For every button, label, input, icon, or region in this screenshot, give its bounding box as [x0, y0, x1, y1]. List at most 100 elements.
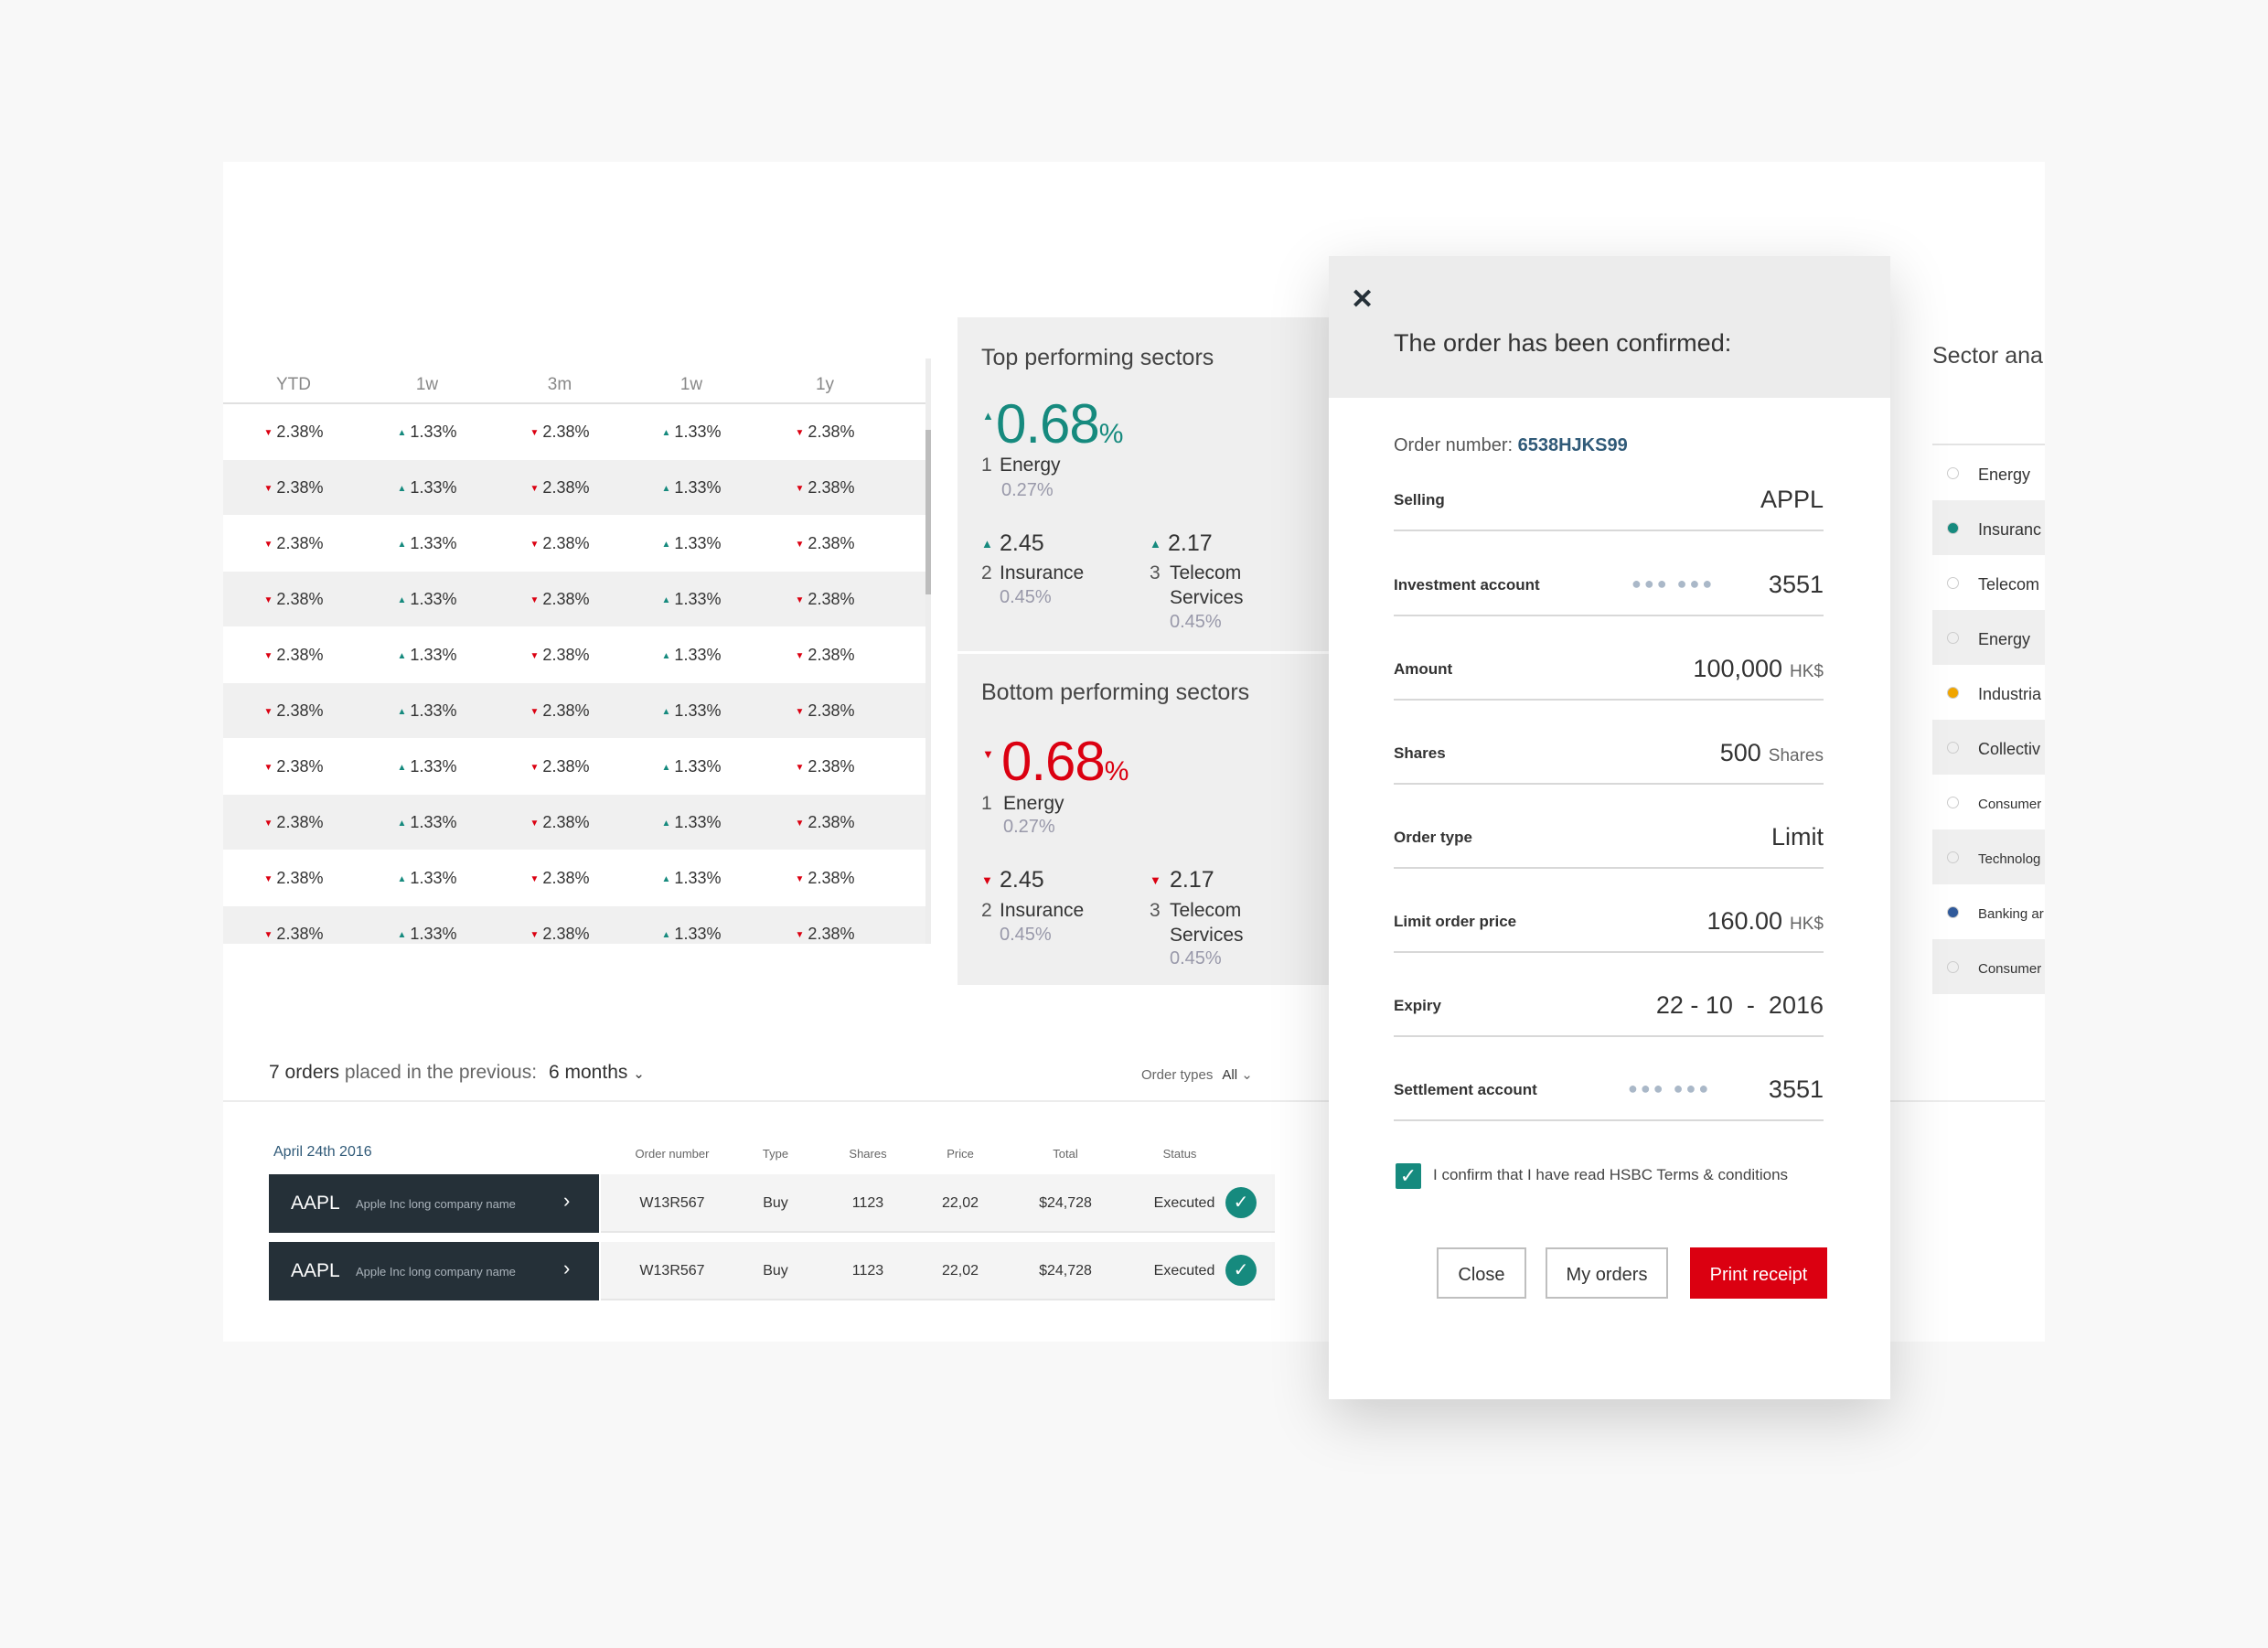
order-ticker[interactable]: AAPL Apple Inc long company name › — [269, 1242, 599, 1300]
radio-icon[interactable] — [1947, 632, 1959, 644]
sector-name[interactable]: Telecom — [1170, 562, 1242, 583]
sector-name[interactable]: Insurance — [1000, 562, 1085, 583]
order-price: 22,02 — [941, 1263, 979, 1279]
orders-column-header: Type — [762, 1147, 789, 1161]
sector-analysis-label: Industria — [1978, 685, 2042, 703]
performance-cell: 2.38% — [796, 869, 854, 888]
period-dropdown[interactable]: 6 months ⌄ — [549, 1062, 645, 1083]
order-price: 22,02 — [941, 1195, 979, 1211]
up-arrow-icon: ▲ — [982, 409, 994, 423]
field-limit-order-price: Limit order price 160.00 HK$ — [1394, 867, 1824, 953]
radio-icon[interactable] — [1947, 577, 1959, 589]
sector-analysis-item[interactable]: Consumer — [1932, 939, 2045, 994]
sector-analysis-item[interactable]: Telecom — [1932, 555, 2045, 610]
order-number: W13R567 — [639, 1263, 705, 1279]
order-ticker[interactable]: AAPL Apple Inc long company name › — [269, 1174, 599, 1233]
performance-cell: 2.38% — [264, 701, 323, 721]
order-total: $24,728 — [1039, 1195, 1092, 1211]
order-type: Buy — [763, 1263, 788, 1279]
table-row[interactable]: 2.38% 1.33% 2.38% 1.33% 2.38% — [223, 460, 929, 515]
performance-cell: 2.38% — [530, 478, 589, 498]
radio-icon[interactable] — [1947, 961, 1959, 973]
section-title: Bottom performing sectors — [981, 680, 1250, 705]
table-row[interactable]: 2.38% 1.33% 2.38% 1.33% 2.38% — [223, 572, 929, 626]
ticker-symbol: AAPL — [291, 1260, 340, 1281]
radio-icon[interactable] — [1947, 467, 1959, 479]
sector-rank: 1 — [981, 455, 992, 476]
table-row[interactable]: 2.38% 1.33% 2.38% 1.33% 2.38% — [223, 683, 929, 738]
radio-icon[interactable] — [1947, 687, 1959, 699]
table-scrollbar-thumb[interactable] — [925, 430, 931, 594]
sector-analysis-item[interactable]: Technolog — [1932, 829, 2045, 884]
sector-analysis-item[interactable]: Insuranc — [1932, 500, 2045, 555]
performance-cell: 1.33% — [662, 925, 721, 944]
table-row[interactable]: 2.38% 1.33% 2.38% 1.33% 2.38% — [223, 627, 929, 682]
close-button[interactable]: Close — [1437, 1247, 1526, 1299]
sector-analysis-item[interactable]: Consumer — [1932, 775, 2045, 829]
sector-analysis-item[interactable]: Collectiv — [1932, 720, 2045, 775]
column-header[interactable]: 1y — [815, 375, 835, 394]
radio-icon[interactable] — [1947, 906, 1959, 918]
field-value: Limit — [1771, 823, 1824, 851]
table-row[interactable]: 2.38% 1.33% 2.38% 1.33% 2.38% — [223, 795, 929, 850]
sector-analysis-label: Energy — [1978, 630, 2031, 648]
chevron-down-icon: ⌄ — [1241, 1067, 1253, 1083]
performance-cell: 2.38% — [796, 534, 854, 553]
sector-change: 0.45% — [1170, 948, 1222, 968]
table-row[interactable]: 2.38% 1.33% 2.38% 1.33% 2.38% — [223, 739, 929, 794]
orders-summary: 7 orders placed in the previous: — [269, 1062, 538, 1083]
sector-rank: 2 — [981, 562, 992, 583]
performance-cell: 2.38% — [796, 590, 854, 609]
sector-name[interactable]: Services — [1170, 587, 1244, 608]
column-header[interactable]: YTD — [276, 375, 311, 394]
performance-cell: 1.33% — [398, 478, 456, 498]
field-value: 500 Shares — [1719, 739, 1824, 766]
performance-cell: 2.38% — [264, 925, 323, 944]
sector-name[interactable]: Energy — [1000, 455, 1061, 476]
radio-icon[interactable] — [1947, 797, 1959, 808]
performance-cell: 1.33% — [398, 757, 456, 776]
chevron-right-icon[interactable]: › — [563, 1189, 571, 1212]
table-row[interactable]: 2.38% 1.33% 2.38% 1.33% 2.38% — [223, 516, 929, 571]
order-total: $24,728 — [1039, 1263, 1092, 1279]
performance-cell: 1.33% — [662, 534, 721, 553]
order-types-filter[interactable]: Order types All ⌄ — [1141, 1067, 1253, 1083]
close-icon[interactable]: ✕ — [1351, 284, 1375, 315]
table-scrollbar-track[interactable] — [925, 358, 931, 944]
performance-cell: 2.38% — [264, 869, 323, 888]
sector-rank: 1 — [981, 793, 992, 814]
field-amount: Amount 100,000 HK$ — [1394, 615, 1824, 701]
table-row[interactable]: 2.38% 1.33% 2.38% 1.33% 2.38% — [223, 906, 929, 944]
order-details: W13R567 Buy 1123 22,02 $24,728 Executed … — [601, 1242, 1275, 1300]
order-row[interactable]: AAPL Apple Inc long company name › W13R5… — [269, 1242, 1275, 1300]
top-performing-sectors: Top performing sectors ▲ 0.68% 1 Energy … — [957, 317, 1331, 651]
sector-name[interactable]: Energy — [1003, 793, 1064, 814]
sector-change: 0.27% — [1001, 480, 1054, 500]
sector-analysis-item[interactable]: Energy — [1932, 445, 2045, 500]
order-row[interactable]: AAPL Apple Inc long company name › W13R5… — [269, 1174, 1275, 1233]
chevron-right-icon[interactable]: › — [563, 1257, 571, 1279]
table-row[interactable]: 2.38% 1.33% 2.38% 1.33% 2.38% — [223, 851, 929, 905]
sector-analysis-item[interactable]: Energy — [1932, 610, 2045, 665]
column-header[interactable]: 1w — [415, 375, 439, 394]
dialog-title: The order has been confirmed: — [1394, 329, 1732, 357]
sector-analysis-item[interactable]: Industria — [1932, 665, 2045, 720]
my-orders-button[interactable]: My orders — [1546, 1247, 1668, 1299]
radio-icon[interactable] — [1947, 742, 1959, 754]
sector-analysis-item[interactable]: Banking ar — [1932, 884, 2045, 939]
sector-name[interactable]: Telecom — [1170, 900, 1242, 921]
order-number: Order number: 6538HJKS99 — [1394, 435, 1628, 455]
field-shares: Shares 500 Shares — [1394, 699, 1824, 785]
sector-name[interactable]: Services — [1170, 925, 1244, 946]
terms-checkbox[interactable]: ✓ — [1396, 1163, 1421, 1189]
print-receipt-button[interactable]: Print receipt — [1690, 1247, 1827, 1299]
radio-icon[interactable] — [1947, 851, 1959, 863]
sector-change: 0.45% — [1170, 612, 1222, 632]
sector-analysis-label: Consumer — [1978, 961, 2042, 977]
table-row[interactable]: 2.38% 1.33% 2.38% 1.33% 2.38% — [223, 404, 929, 459]
column-header[interactable]: 3m — [547, 375, 572, 394]
column-header[interactable]: 1w — [679, 375, 703, 394]
field-label: Settlement account — [1394, 1081, 1537, 1098]
sector-name[interactable]: Insurance — [1000, 900, 1085, 921]
radio-icon[interactable] — [1947, 522, 1959, 534]
